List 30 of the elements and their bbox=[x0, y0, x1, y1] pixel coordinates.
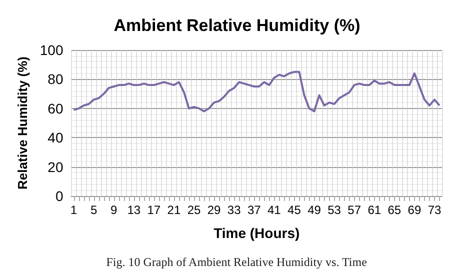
y-tick-label: 40 bbox=[48, 130, 64, 146]
x-tick-label: 1 bbox=[70, 203, 78, 217]
chart-title: Ambient Relative Humidity (%) bbox=[114, 16, 360, 35]
x-axis-title: Time (Hours) bbox=[214, 225, 300, 241]
caption: Fig. 10 Graph of Ambient Relative Humidity vs. Time bbox=[106, 255, 367, 269]
x-tick-label: 13 bbox=[127, 203, 141, 217]
y-tick-label: 100 bbox=[40, 42, 64, 58]
x-tick-label: 17 bbox=[147, 203, 161, 217]
y-tick-label: 80 bbox=[48, 71, 64, 88]
x-tick-label: 9 bbox=[110, 203, 118, 217]
x-tick-label: 5 bbox=[90, 203, 98, 217]
x-tick-label: 49 bbox=[308, 203, 322, 217]
x-tick-label: 21 bbox=[167, 203, 181, 217]
x-tick-label: 41 bbox=[267, 203, 282, 217]
x-tick-label: 29 bbox=[207, 203, 222, 217]
x-tick-label: 69 bbox=[408, 203, 422, 217]
x-tick-label: 61 bbox=[368, 203, 382, 217]
x-tick-label: 53 bbox=[328, 203, 342, 217]
x-tick-label: 25 bbox=[187, 203, 201, 217]
y-axis-title: Relative Humidity (%) bbox=[15, 56, 30, 190]
x-tick-label: 33 bbox=[227, 203, 242, 217]
x-tick-label: 45 bbox=[288, 203, 302, 217]
y-tick-label: 0 bbox=[55, 188, 64, 204]
y-tick-label: 20 bbox=[48, 158, 64, 175]
x-tick-label: 73 bbox=[428, 203, 442, 217]
y-tick-label: 60 bbox=[48, 100, 64, 116]
line-series bbox=[72, 70, 440, 112]
x-tick-label: 37 bbox=[247, 203, 262, 217]
x-tick-label: 65 bbox=[388, 203, 402, 217]
x-tick-label: 57 bbox=[348, 203, 362, 217]
